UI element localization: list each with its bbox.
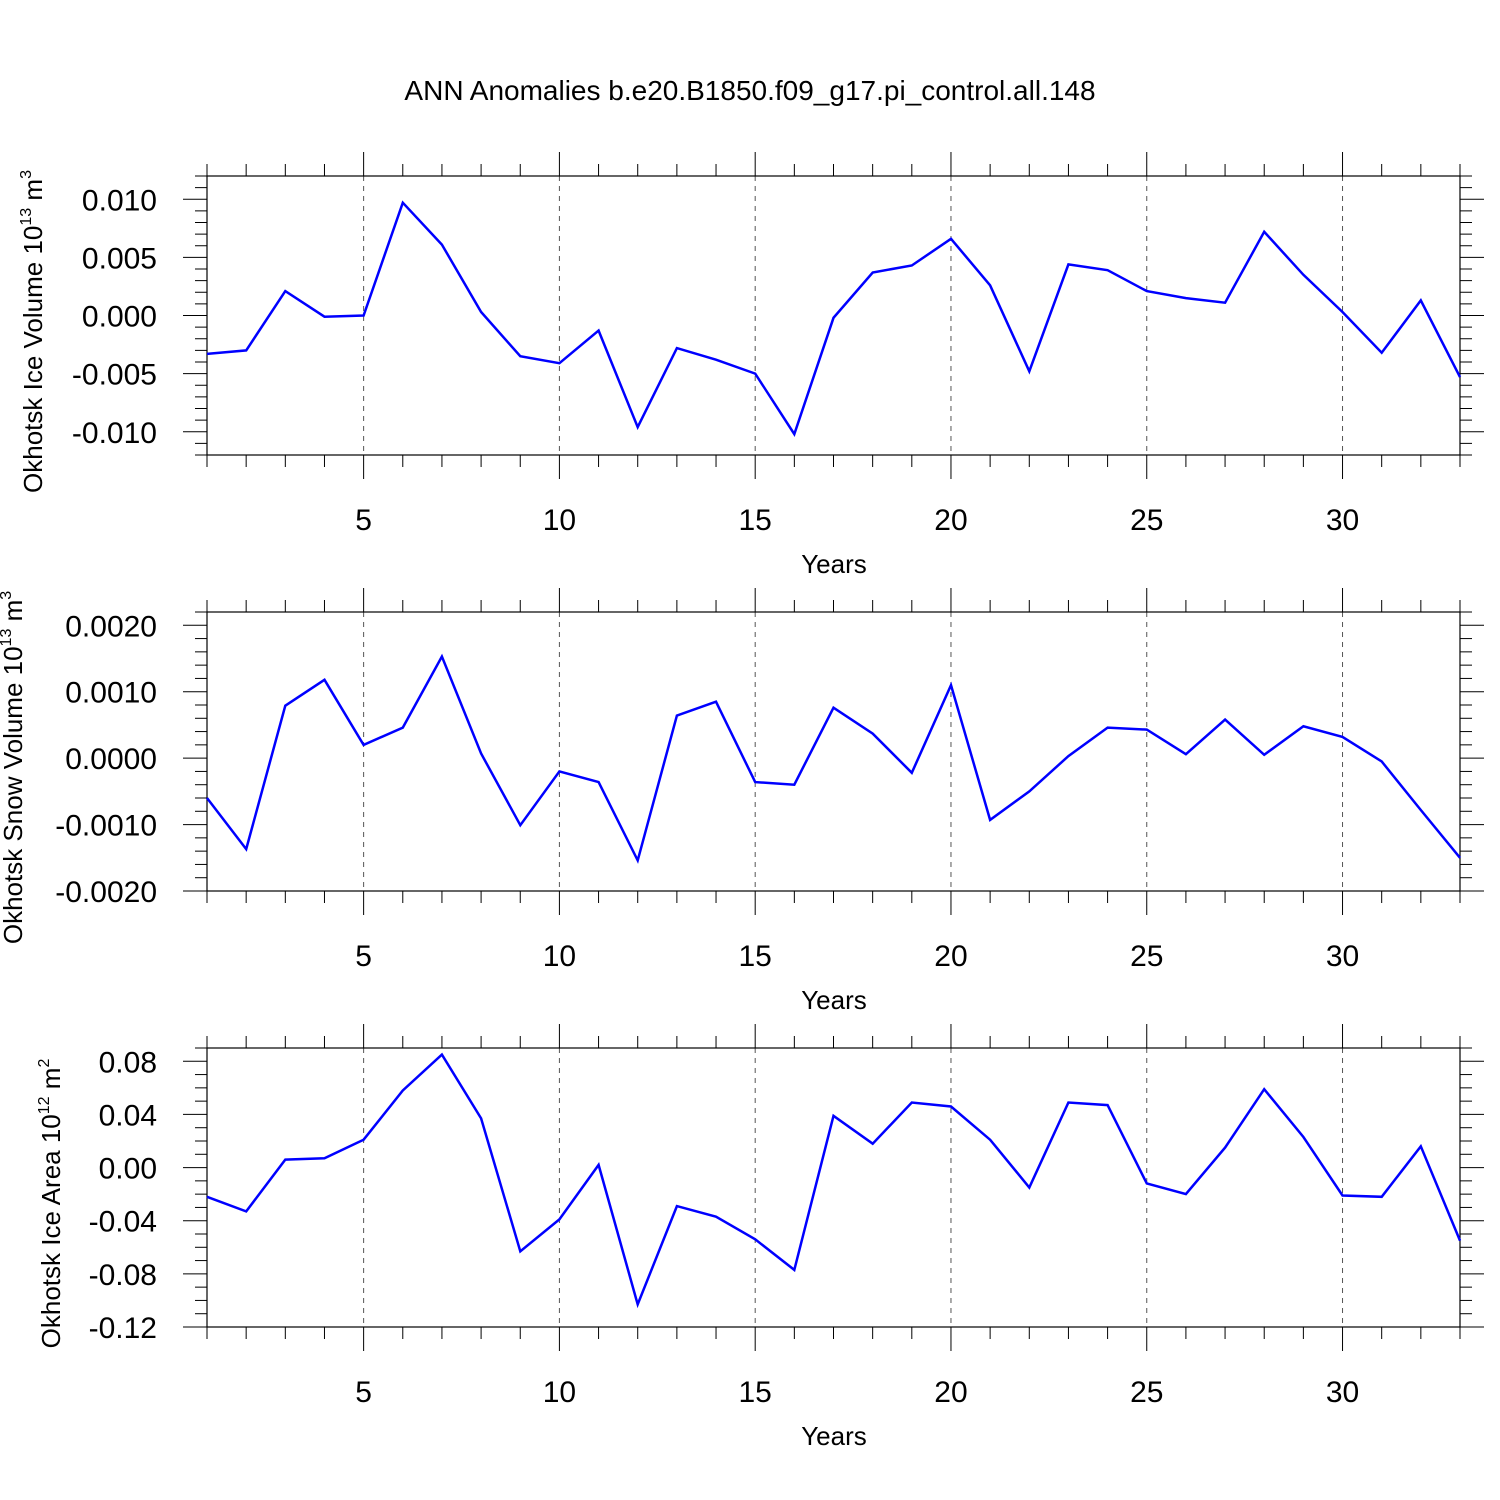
y-tick-label: 0.010 xyxy=(82,184,157,217)
x-tick-label: 15 xyxy=(739,940,772,973)
series-line xyxy=(206,653,1461,864)
y-tick-label: 0.04 xyxy=(99,1099,157,1132)
x-tick-label: 10 xyxy=(543,504,576,537)
y-tick-label: -0.010 xyxy=(72,417,157,450)
x-tick-label: 20 xyxy=(934,504,967,537)
x-tick-label: 10 xyxy=(543,940,576,973)
y-tick-label: 0.0000 xyxy=(65,743,157,776)
panel-3: -0.12 -0.08 -0.04 0.00 0.04 0.08 5 10 15 20 25 30 Ye… xyxy=(36,1024,1484,1451)
x-tick-label: 15 xyxy=(739,1376,772,1409)
y-axis-label: Okhotsk Ice Area 1012 m2 xyxy=(36,1059,66,1349)
y-tick-label: -0.12 xyxy=(89,1312,157,1345)
x-tick-label: 25 xyxy=(1130,940,1163,973)
x-tick-label: 10 xyxy=(543,1376,576,1409)
y-tick-label: -0.0020 xyxy=(55,876,157,909)
y-tick-label: 0.0020 xyxy=(65,610,157,643)
y-axis-label-main: Okhotsk Ice Area 10 xyxy=(36,1114,66,1348)
y-tick-label: -0.08 xyxy=(89,1259,157,1292)
y-tick-label: 0.000 xyxy=(82,301,157,334)
panel-2: -0.0020 -0.0010 0.0000 0.0010 0.0020 5 10 15 20 2… xyxy=(0,588,1484,1015)
x-tick-label: 20 xyxy=(934,940,967,973)
x-tick-label: 20 xyxy=(934,1376,967,1409)
panel-1: -0.010 -0.005 0.000 0.005 0.010 5 10 15 20 25 30 Ye… xyxy=(18,152,1484,579)
x-tick-label: 5 xyxy=(355,940,372,973)
series-line xyxy=(206,200,1462,437)
y-axis-label-unit: m xyxy=(18,179,48,208)
x-tick-label: 5 xyxy=(355,1376,372,1409)
y-axis-label-exponent: 13 xyxy=(0,629,15,647)
y-axis-label-exponent: 12 xyxy=(36,1096,53,1114)
y-axis-label-unit-exponent: 3 xyxy=(18,170,35,179)
x-axis-label: Years xyxy=(801,1421,867,1451)
chart-title: ANN Anomalies b.e20.B1850.f09_g17.pi_con… xyxy=(404,75,1095,106)
y-axis-label-unit-exponent: 2 xyxy=(36,1059,53,1068)
y-axis-label-unit-exponent: 3 xyxy=(0,591,15,600)
x-tick-label: 30 xyxy=(1326,1376,1359,1409)
plot-frame xyxy=(206,1047,1461,1328)
y-axis-label: Okhotsk Ice Volume 1013 m3 xyxy=(18,170,48,493)
x-axis-label: Years xyxy=(801,549,867,579)
x-tick-label: 15 xyxy=(739,504,772,537)
y-tick-label: -0.005 xyxy=(72,359,157,392)
y-axis-label-unit: m xyxy=(0,600,28,629)
y-tick-label: -0.0010 xyxy=(55,810,157,843)
y-axis-label-unit: m xyxy=(36,1068,66,1097)
y-axis-label-exponent: 13 xyxy=(18,208,35,226)
series-line xyxy=(206,1052,1462,1309)
x-tick-label: 30 xyxy=(1326,940,1359,973)
y-axis-label-main: Okhotsk Snow Volume 10 xyxy=(0,646,28,944)
x-tick-label: 30 xyxy=(1326,504,1359,537)
y-tick-label: 0.08 xyxy=(99,1046,157,1079)
x-axis-label: Years xyxy=(801,985,867,1015)
y-tick-label: 0.00 xyxy=(99,1153,157,1186)
y-tick-label: 0.0010 xyxy=(65,677,157,710)
y-axis-label: Okhotsk Snow Volume 1013 m3 xyxy=(0,591,28,944)
y-tick-label: -0.04 xyxy=(89,1206,157,1239)
x-tick-label: 25 xyxy=(1130,504,1163,537)
y-axis-label-main: Okhotsk Ice Volume 10 xyxy=(18,226,48,493)
x-tick-label: 5 xyxy=(355,504,372,537)
x-tick-label: 25 xyxy=(1130,1376,1163,1409)
plot-frame xyxy=(206,175,1461,456)
y-tick-label: 0.005 xyxy=(82,242,157,275)
plot-frame xyxy=(206,611,1461,892)
